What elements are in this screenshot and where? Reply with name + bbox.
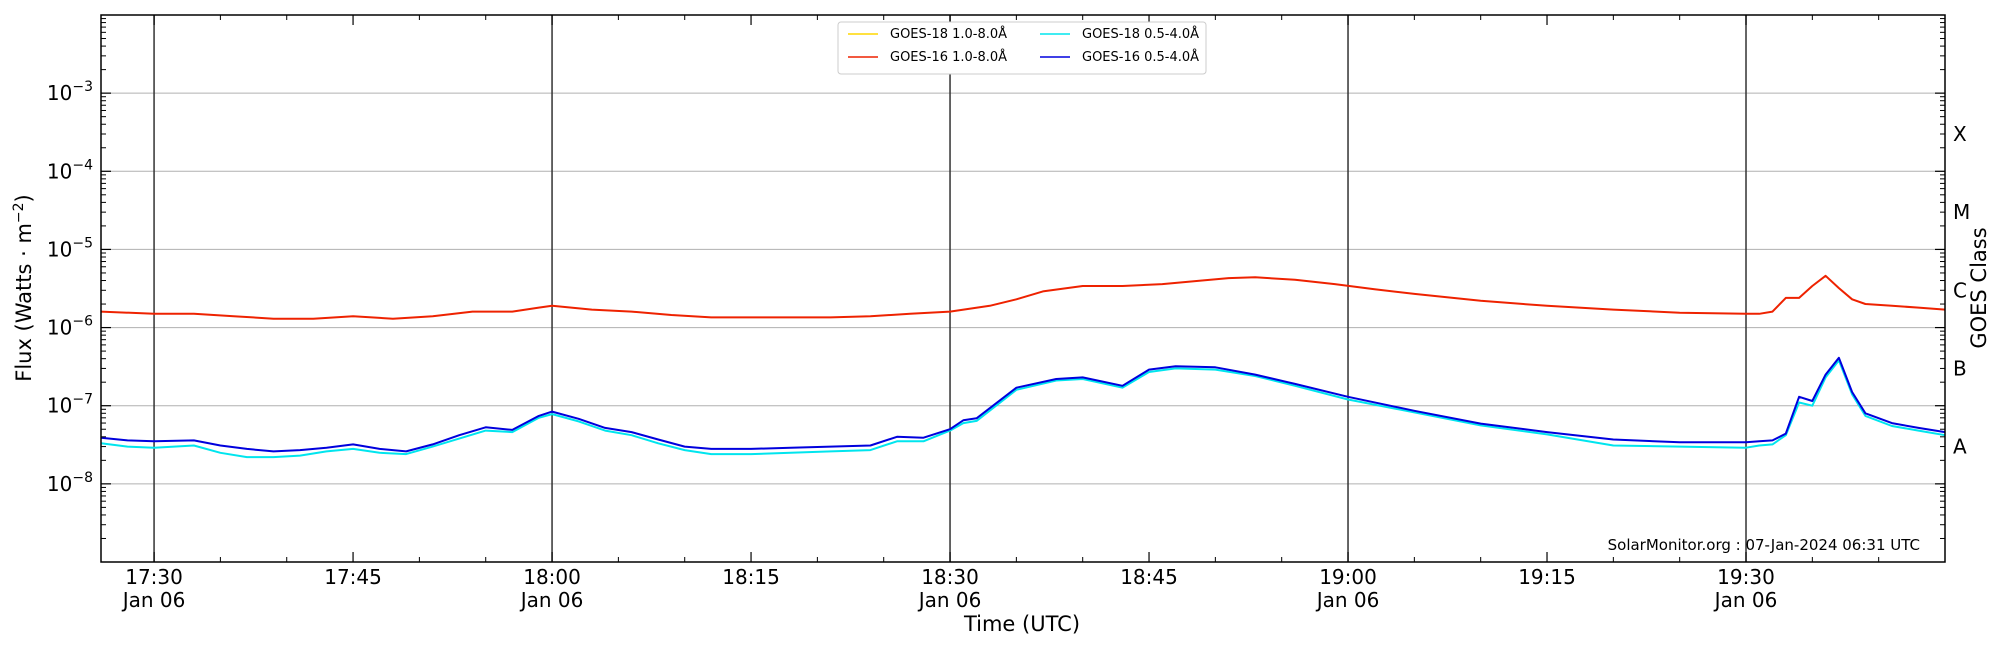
- x-tick-date-label: Jan 06: [519, 588, 584, 612]
- x-tick-label: 19:00: [1319, 565, 1377, 589]
- y-axis-ticks: 10−8 10−7 10−6 10−5 10−4 10−3: [47, 18, 1945, 539]
- legend-box: [837, 21, 1207, 75]
- date-marker-lines: [153, 15, 1747, 562]
- y-tick-label: 10−8: [47, 470, 93, 496]
- credit-text: SolarMonitor.org : 07-Jan-2024 06:31 UTC: [1608, 536, 1920, 554]
- y-axis-title: Flux (Watts · m−2): [11, 194, 36, 382]
- right-axis-title: GOES Class: [1967, 227, 1991, 348]
- x-tick-label: 18:45: [1120, 565, 1178, 589]
- y-tick-label: 10−4: [47, 157, 93, 183]
- goes-class-label: X: [1953, 122, 1967, 146]
- legend-label: GOES-16 0.5-4.0Å: [1082, 49, 1199, 65]
- legend-label: GOES-16 1.0-8.0Å: [890, 49, 1007, 65]
- x-tick-label: 17:45: [324, 565, 382, 589]
- y-tick-label: 10−3: [47, 79, 93, 105]
- series-line-1: [100, 274, 1946, 320]
- x-tick-date-label: Jan 06: [1315, 588, 1380, 612]
- y-tick-label: 10−5: [47, 235, 93, 261]
- series-line-2: [100, 359, 1946, 459]
- goes-class-label: B: [1953, 356, 1967, 380]
- x-tick-label: 19:15: [1518, 565, 1576, 589]
- legend-label: GOES-18 1.0-8.0Å: [890, 26, 1007, 42]
- series-line-3: [100, 356, 1946, 453]
- x-tick-label: 18:30: [921, 565, 979, 589]
- goes-class-label: A: [1953, 435, 1967, 459]
- y-tick-label: 10−6: [47, 314, 93, 340]
- x-tick-date-label: Jan 06: [917, 588, 982, 612]
- x-axis-title: Time (UTC): [963, 612, 1080, 636]
- x-tick-label: 18:00: [523, 565, 581, 589]
- y-tick-label: 10−7: [47, 392, 93, 418]
- legend: GOES-18 1.0-8.0Å GOES-16 1.0-8.0Å GOES-18 …: [837, 21, 1207, 75]
- series-layer: [100, 274, 1946, 459]
- grid-lines: [101, 92, 1945, 485]
- plot-frame: [100, 14, 1946, 563]
- x-tick-label: 19:30: [1717, 565, 1775, 589]
- legend-label: GOES-18 0.5-4.0Å: [1082, 26, 1199, 42]
- goes-class-label: C: [1953, 278, 1967, 302]
- x-tick-label: 18:15: [722, 565, 780, 589]
- goes-class-label: M: [1953, 200, 1970, 224]
- x-tick-date-label: Jan 06: [121, 588, 186, 612]
- x-tick-label: 17:30: [125, 565, 183, 589]
- x-tick-date-label: Jan 06: [1713, 588, 1778, 612]
- goes-class-labels: A B C M X: [1953, 122, 1970, 459]
